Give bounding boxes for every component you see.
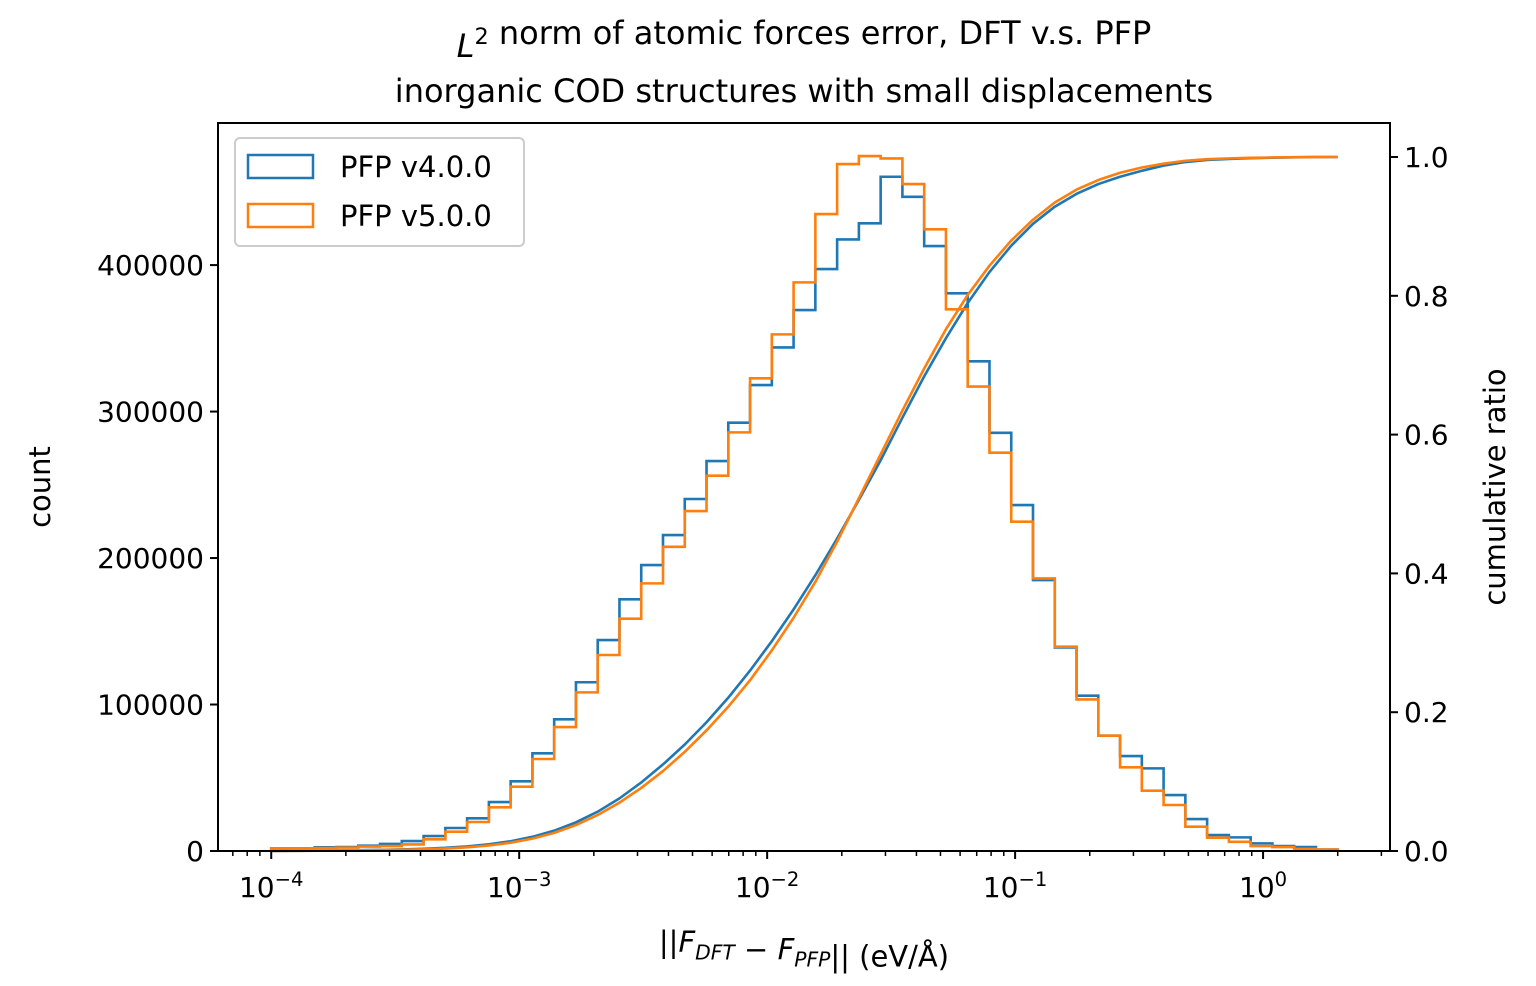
title-line-2: inorganic COD structures with small disp… xyxy=(395,72,1213,110)
plot-marks xyxy=(269,154,1340,853)
y-tick-label: 0 xyxy=(186,835,204,868)
legend-swatch-v4 xyxy=(246,153,315,180)
y-right-tick-label: 0.6 xyxy=(1404,419,1449,452)
y-tick-label: 400000 xyxy=(97,249,204,282)
x-tick-label: 10−3 xyxy=(487,868,552,904)
axes: 10−4 10−3 10−2 10−1 100 0 100000 200000 300000 40… xyxy=(23,141,1512,973)
y-right-tick-label: 0.4 xyxy=(1404,557,1449,590)
y-axis-label: count xyxy=(23,446,57,528)
y-right-tick-label: 1.0 xyxy=(1404,141,1449,174)
y-tick-label: 100000 xyxy=(97,689,204,722)
y-right-tick-label: 0.8 xyxy=(1404,280,1449,313)
x-tick-label: 100 xyxy=(1239,868,1287,904)
histogram-step-v5 xyxy=(269,154,1340,851)
y-tick-label: 200000 xyxy=(97,542,204,575)
legend-label-v4: PFP v4.0.0 xyxy=(340,150,492,184)
histogram-step-v4 xyxy=(269,175,1340,851)
legend-label-v5: PFP v5.0.0 xyxy=(340,199,492,233)
title-line-1: L2 norm of atomic forces error, DFT v.s.… xyxy=(457,14,1152,65)
legend-swatch-v5 xyxy=(246,202,315,229)
chart-title: L2 norm of atomic forces error, DFT v.s.… xyxy=(395,14,1213,110)
y-right-tick-label: 0.2 xyxy=(1404,696,1449,729)
x-tick-label: 10−1 xyxy=(983,868,1048,904)
cumulative-line-v5 xyxy=(271,155,1338,853)
cumulative-line-v4 xyxy=(271,155,1338,853)
x-tick-label: 10−2 xyxy=(735,868,800,904)
y-right-tick-label: 0.0 xyxy=(1404,835,1449,868)
x-tick-label: 10−4 xyxy=(239,868,304,904)
legend: PFP v4.0.0 PFP v5.0.0 xyxy=(234,137,525,247)
legend-box xyxy=(234,137,525,247)
y-tick-label: 300000 xyxy=(97,396,204,429)
x-axis-label: ||FDFT − FPFP|| (eV/Å) xyxy=(659,925,949,974)
y-right-axis-label: cumulative ratio xyxy=(1478,368,1512,605)
plot-frame xyxy=(217,122,1391,852)
